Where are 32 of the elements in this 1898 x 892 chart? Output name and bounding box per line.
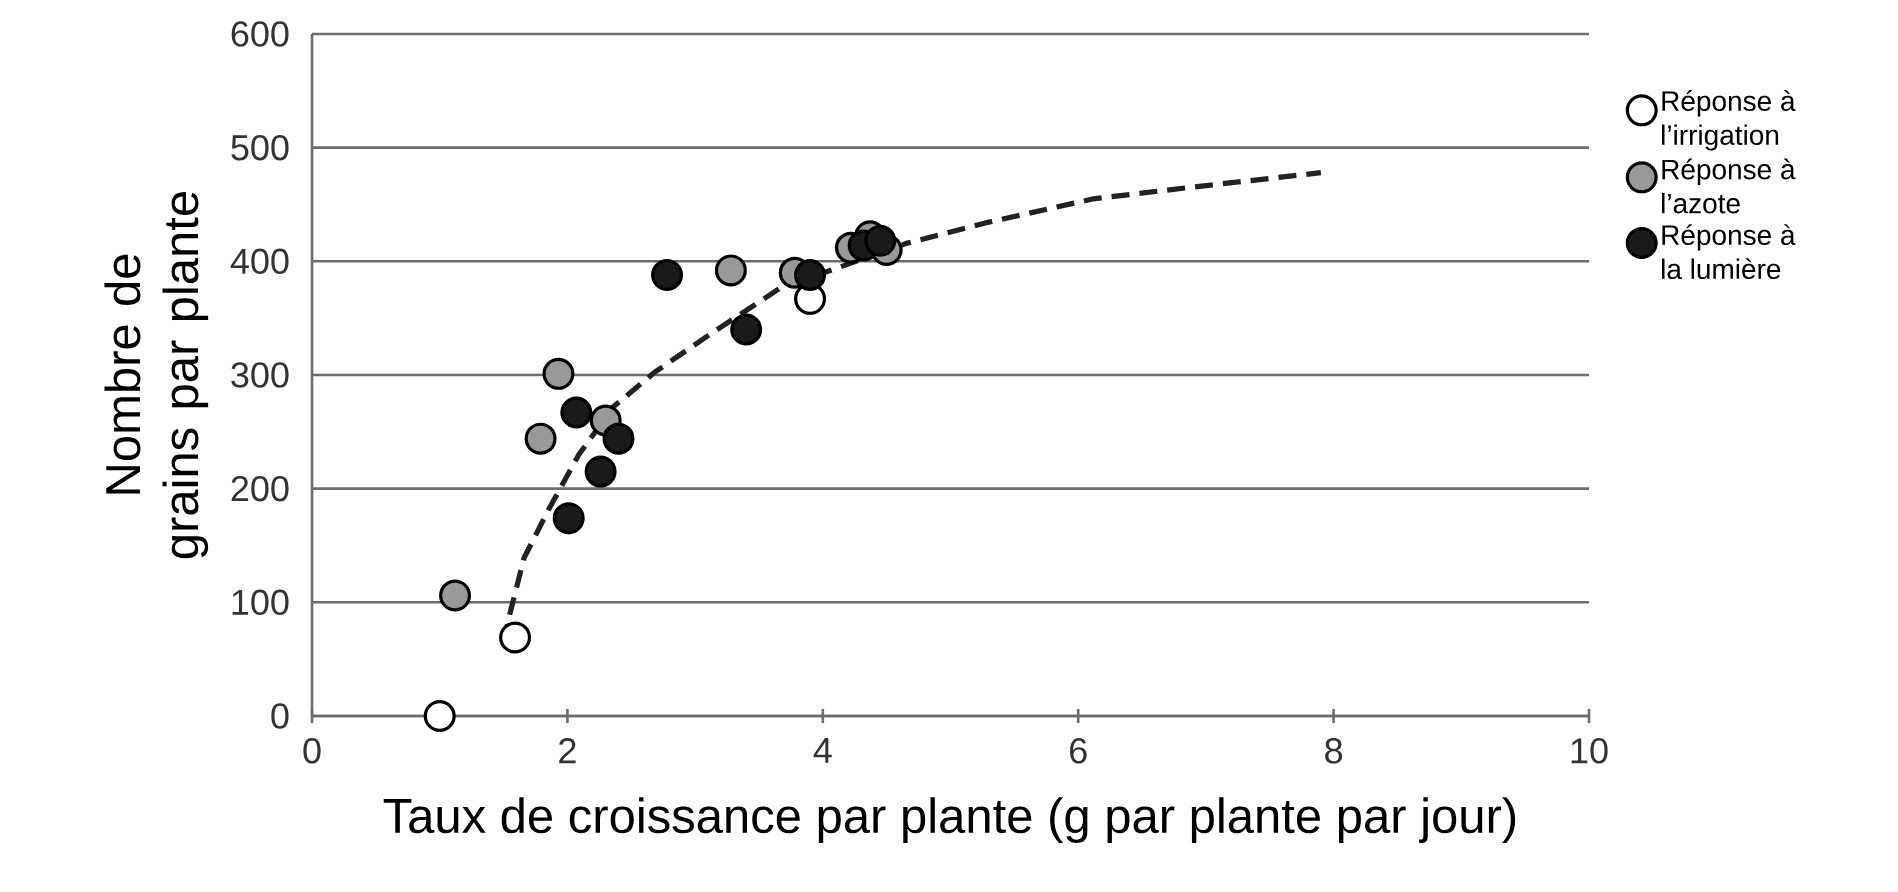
point — [542, 357, 575, 390]
y-tick-label: 600 — [231, 21, 289, 47]
x-tick-label: 2 — [559, 738, 576, 764]
point — [499, 621, 532, 654]
point — [864, 224, 897, 257]
y-tick-label: 100 — [232, 589, 289, 616]
point — [651, 258, 684, 291]
point — [423, 699, 456, 732]
x-tick-label: 6 — [1070, 738, 1087, 764]
point — [584, 455, 617, 488]
y-tick-label: 200 — [231, 475, 289, 502]
x-tick-label: 4 — [813, 738, 832, 763]
legend-label: Réponse à l’azote — [1662, 158, 1796, 214]
y-tick-label: 0 — [271, 703, 289, 729]
x-tick-label: 0 — [303, 738, 321, 764]
point — [552, 502, 585, 535]
point — [794, 258, 827, 291]
x-tick-label: 8 — [1325, 738, 1343, 764]
point — [524, 422, 557, 455]
point — [714, 254, 747, 287]
point — [730, 313, 763, 346]
point — [439, 579, 472, 612]
x-tick-label: 10 — [1571, 738, 1608, 764]
x-axis-title: Taux de croissance par plante (g par plante par jour) — [383, 797, 1516, 843]
legend-label: Réponse à la lumière — [1662, 224, 1796, 280]
y-tick-label: 400 — [230, 248, 289, 275]
y-axis-title: Nombre de grains par plante — [104, 192, 209, 559]
legend-label: Réponse à l’irrigation — [1662, 90, 1796, 151]
point — [602, 422, 635, 455]
y-tick-label: 500 — [231, 134, 289, 161]
point — [560, 396, 593, 429]
y-tick-label: 300 — [231, 362, 289, 388]
